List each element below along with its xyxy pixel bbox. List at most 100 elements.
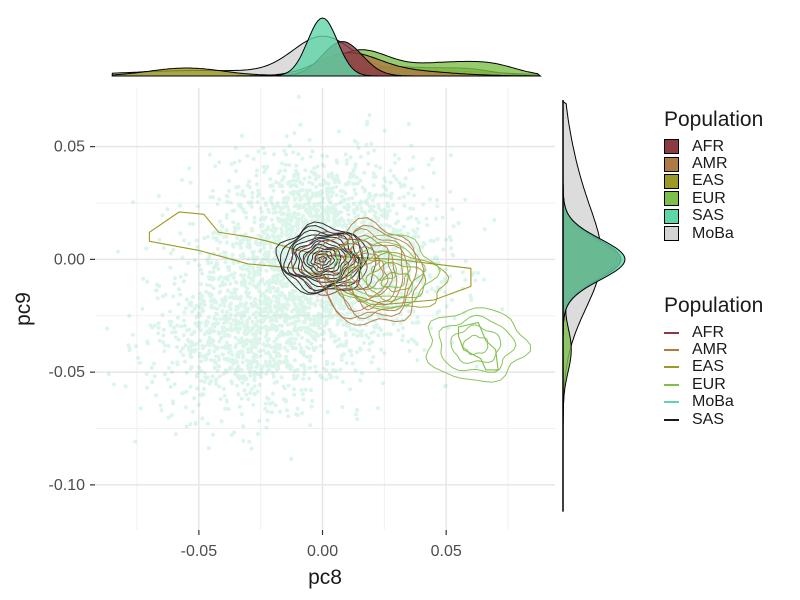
- scatter-point: [308, 297, 313, 301]
- scatter-point: [348, 171, 353, 176]
- legend-label: EAS: [692, 358, 725, 376]
- scatter-point: [272, 267, 276, 272]
- scatter-point: [328, 330, 333, 335]
- scatter-point: [196, 370, 201, 375]
- scatter-point: [276, 170, 281, 175]
- scatter-point: [235, 326, 240, 331]
- scatter-point: [197, 305, 202, 309]
- scatter-point: [356, 181, 360, 186]
- scatter-point: [222, 234, 227, 239]
- scatter-point: [365, 119, 370, 124]
- scatter-point: [276, 266, 281, 271]
- scatter-point: [196, 322, 201, 327]
- scatter-point: [263, 167, 268, 172]
- scatter-point: [236, 321, 241, 326]
- scatter-point: [239, 282, 244, 287]
- scatter-point: [228, 365, 233, 370]
- scatter-point: [350, 304, 354, 309]
- scatter-point: [376, 333, 381, 338]
- scatter-point: [171, 247, 176, 252]
- scatter-point: [252, 324, 257, 329]
- scatter-point: [374, 215, 378, 220]
- scatter-point: [357, 346, 362, 351]
- scatter-point: [268, 286, 272, 291]
- scatter-point: [145, 279, 150, 284]
- scatter-point: [236, 222, 240, 227]
- scatter-point: [222, 325, 227, 330]
- scatter-point: [327, 313, 332, 318]
- scatter-point: [229, 162, 234, 167]
- scatter-point: [411, 309, 416, 314]
- scatter-point: [362, 294, 367, 299]
- scatter-point: [238, 296, 243, 301]
- scatter-point: [149, 365, 154, 370]
- scatter-point: [364, 122, 369, 127]
- scatter-point: [271, 188, 276, 193]
- scatter-point: [266, 254, 271, 259]
- scatter-point: [271, 357, 276, 362]
- scatter-point: [334, 223, 339, 228]
- scatter-point: [239, 367, 244, 372]
- scatter-point: [394, 221, 399, 226]
- scatter-point: [256, 149, 261, 154]
- scatter-point: [325, 186, 330, 191]
- scatter-point: [335, 322, 340, 327]
- scatter-point: [202, 344, 207, 349]
- scatter-point: [161, 327, 166, 332]
- scatter-point: [265, 251, 270, 256]
- scatter-point: [237, 377, 242, 382]
- scatter-point: [281, 332, 286, 337]
- scatter-point: [316, 323, 320, 328]
- scatter-point: [277, 344, 281, 349]
- scatter-point: [214, 236, 219, 241]
- scatter-point: [262, 241, 266, 246]
- scatter-point: [261, 301, 266, 306]
- scatter-point: [225, 265, 230, 269]
- scatter-point: [308, 354, 313, 359]
- scatter-point: [300, 156, 305, 161]
- scatter-point: [385, 264, 390, 269]
- scatter-point: [278, 218, 283, 223]
- scatter-point: [272, 257, 277, 262]
- scatter-point: [292, 368, 297, 373]
- scatter-point: [241, 254, 246, 259]
- scatter-point: [262, 170, 267, 175]
- scatter-point: [313, 171, 318, 176]
- scatter-point: [253, 273, 258, 278]
- scatter-point: [374, 322, 379, 327]
- scatter-point: [261, 301, 266, 305]
- scatter-point: [231, 220, 236, 225]
- scatter-point: [313, 303, 318, 308]
- scatter-point: [219, 336, 223, 341]
- scatter-point: [246, 274, 251, 279]
- scatter-point: [334, 184, 339, 189]
- scatter-point: [189, 355, 194, 360]
- scatter-point: [375, 230, 380, 235]
- scatter-point: [378, 208, 383, 213]
- scatter-point: [218, 317, 223, 321]
- legend-item-moba: MoBa: [664, 393, 763, 411]
- scatter-point: [312, 314, 317, 319]
- scatter-point: [257, 330, 262, 335]
- scatter-point: [301, 349, 306, 354]
- scatter-point: [400, 338, 405, 343]
- scatter-point: [191, 222, 196, 226]
- scatter-point: [398, 270, 403, 275]
- scatter-point: [204, 283, 209, 287]
- scatter-point: [428, 238, 433, 243]
- scatter-point: [230, 352, 235, 357]
- scatter-point: [197, 263, 202, 268]
- legend-item-eas: EAS: [664, 172, 763, 190]
- scatter-point: [339, 210, 344, 214]
- scatter-point: [274, 313, 279, 318]
- scatter-point: [296, 226, 301, 231]
- scatter-point: [318, 312, 323, 317]
- scatter-point: [288, 212, 292, 217]
- scatter-point: [251, 249, 256, 254]
- scatter-point: [308, 205, 313, 210]
- scatter-point: [222, 330, 227, 334]
- scatter-point: [255, 305, 260, 310]
- scatter-point: [287, 276, 292, 280]
- scatter-point: [228, 316, 232, 321]
- scatter-point: [348, 239, 353, 244]
